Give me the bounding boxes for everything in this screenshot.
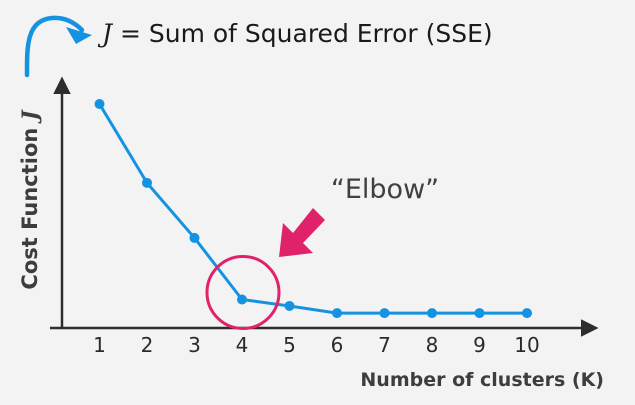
elbow-pointer-arrow-icon [279,208,325,257]
x-tick-label: 9 [473,333,486,357]
data-point [474,308,485,319]
x-tick-label: 8 [426,333,439,357]
title-pointer-arrow-icon [24,15,85,78]
title-pointer-arrowhead-icon [66,27,92,44]
data-point [237,294,247,305]
chart-title: J = Sum of Squared Error (SSE) [97,19,493,48]
chart-title-text: = Sum of Squared Error (SSE) [112,19,493,48]
sse-series-line [98,103,527,315]
data-point [427,308,437,319]
y-axis-label-text: Cost Function [18,120,42,289]
y-axis-label: Cost Function J [17,108,42,289]
data-point [379,308,390,319]
x-axis-label: Number of clusters (K) [360,369,604,391]
data-point [142,177,152,188]
y-axis-label-variable: J [17,108,42,124]
x-tick-label: 1 [93,333,106,357]
x-tick-label: 5 [283,333,296,357]
elbow-highlight-circle [205,254,281,330]
data-point [94,99,105,109]
x-tick-label: 7 [378,333,391,357]
x-tick-label: 3 [188,333,201,357]
data-point [189,232,200,243]
chart-title-variable: J [97,19,114,48]
sse-series-points [94,99,532,319]
data-point [332,308,342,319]
x-tick-label: 4 [236,333,249,357]
data-point [522,308,532,319]
elbow-annotation: “Elbow” [331,174,439,205]
x-tick-label: 2 [141,333,154,357]
x-tick-label: 6 [331,333,344,357]
x-tick-label: 10 [514,333,539,357]
data-point [284,300,295,311]
x-tick-labels: 1 2 3 4 5 6 7 8 9 10 [93,333,540,357]
